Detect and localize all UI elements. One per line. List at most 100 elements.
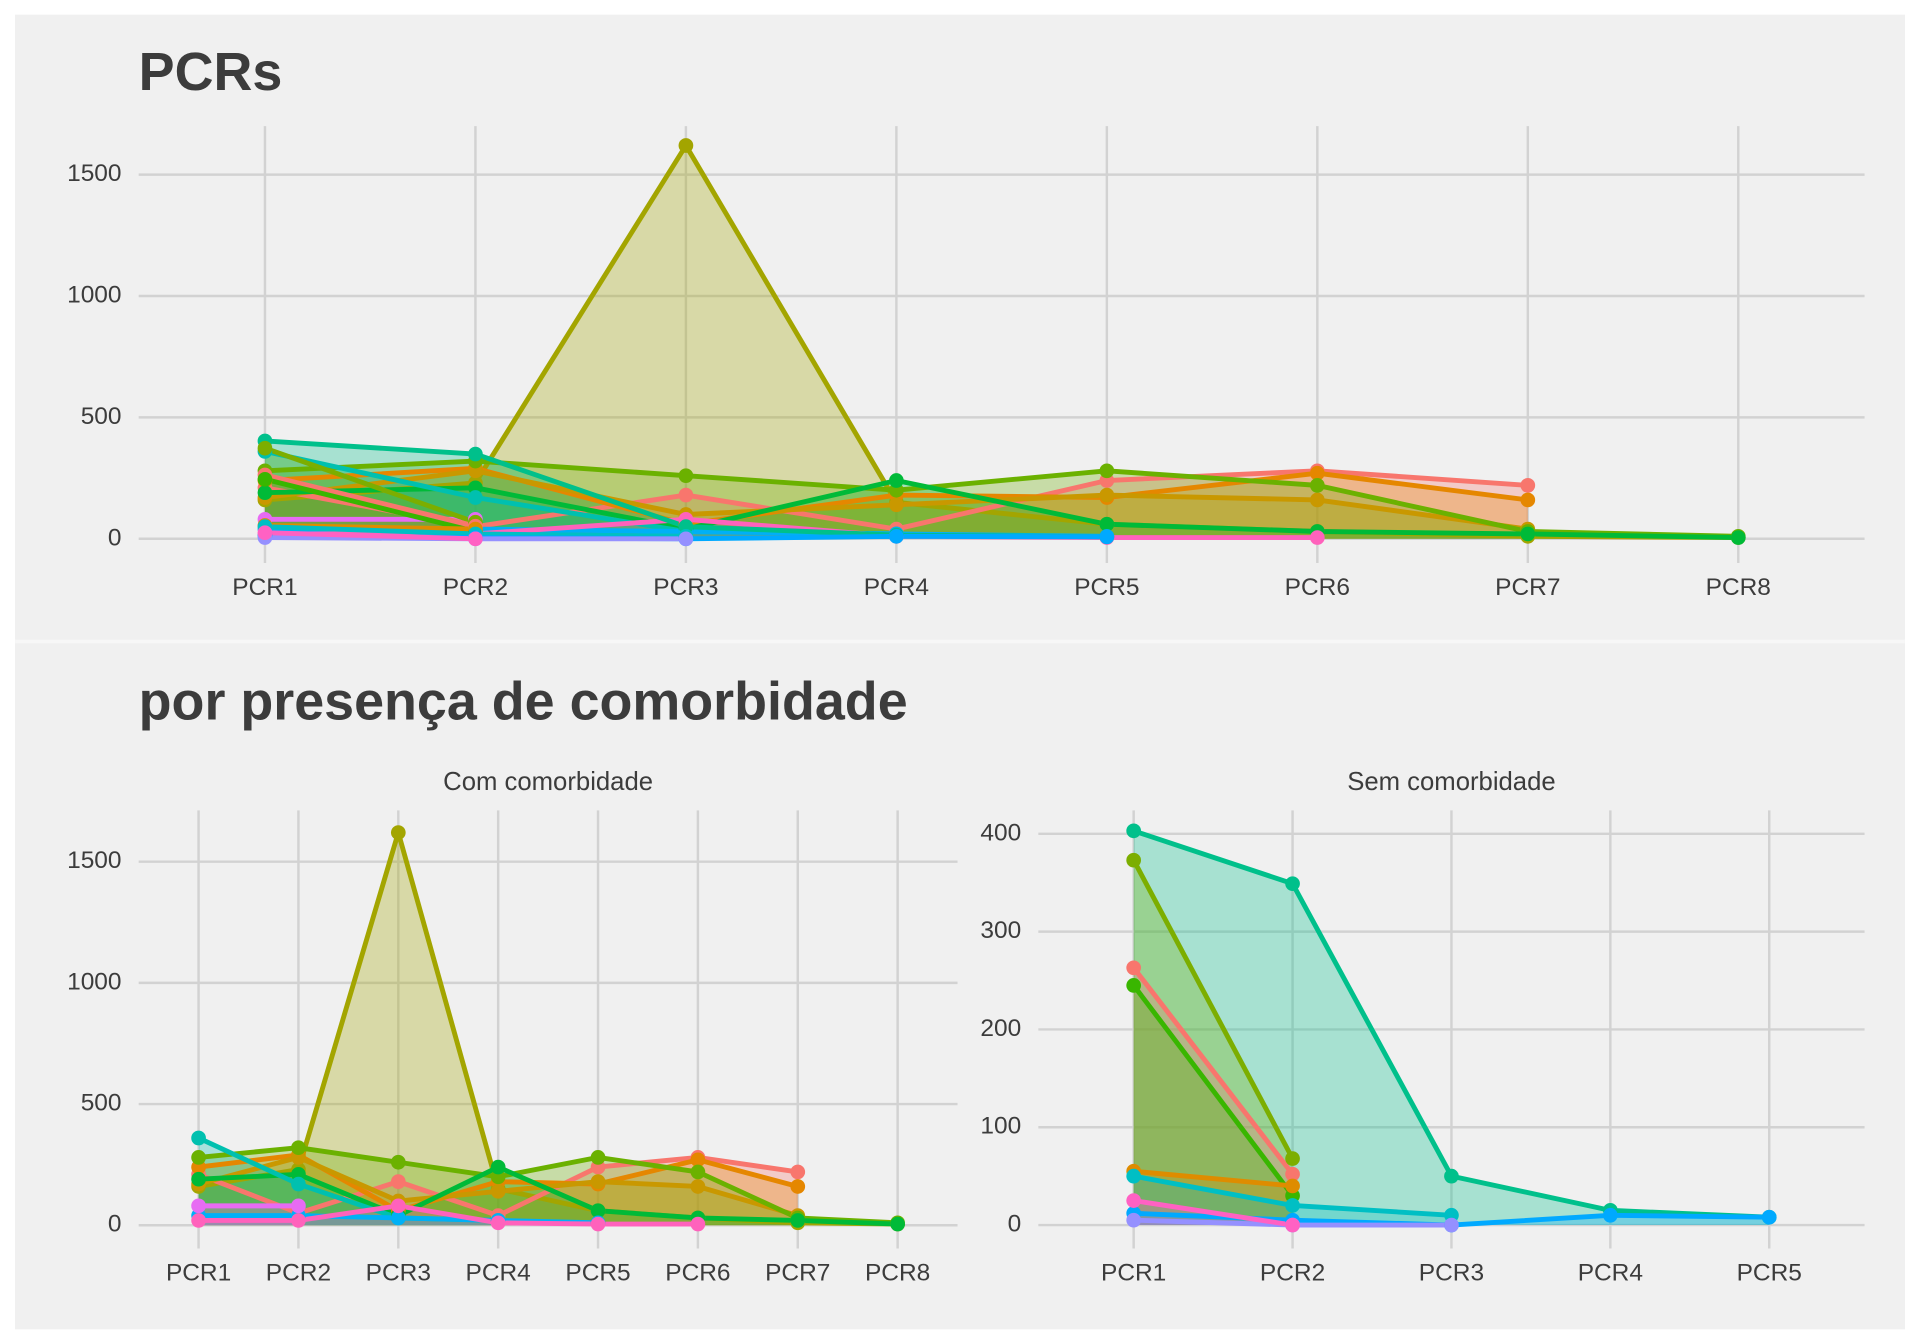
data-point xyxy=(390,825,406,840)
x-tick-label: PCR7 xyxy=(1495,574,1560,601)
x-tick-label: PCR8 xyxy=(1706,574,1771,601)
data-point xyxy=(1285,1178,1300,1194)
area-fill xyxy=(1133,830,1770,1226)
data-point xyxy=(889,473,904,488)
y-tick-label: 1000 xyxy=(67,281,121,308)
area-fill xyxy=(1133,860,1293,1226)
data-point xyxy=(678,138,694,153)
data-point xyxy=(191,1198,206,1214)
x-tick-label: PCR4 xyxy=(466,1260,531,1287)
x-tick-label: PCR1 xyxy=(1101,1260,1166,1287)
data-point xyxy=(590,1216,606,1232)
panel-title: Com comorbidade xyxy=(443,768,653,796)
series-line xyxy=(264,530,476,542)
series-line xyxy=(1131,966,1295,1176)
x-tick-label: PCR4 xyxy=(1578,1260,1643,1287)
data-point xyxy=(1099,487,1115,503)
series-line xyxy=(264,472,477,529)
x-tick-label: PCR3 xyxy=(366,1260,431,1287)
data-point xyxy=(1602,1207,1618,1223)
x-tick-label: PCR5 xyxy=(1074,574,1139,601)
x-tick-label: PCR6 xyxy=(665,1260,730,1287)
y-tick-label: 1500 xyxy=(67,160,121,187)
x-tick-label: PCR2 xyxy=(443,574,508,601)
data-point xyxy=(291,1198,306,1214)
area-fill xyxy=(1133,967,1293,1226)
data-point xyxy=(1444,1217,1459,1233)
data-point xyxy=(790,1179,806,1194)
series-line xyxy=(1133,1168,1293,1189)
x-tick-label: PCR2 xyxy=(1260,1260,1325,1287)
x-tick-label: PCR5 xyxy=(565,1260,630,1287)
data-point xyxy=(257,440,273,456)
x-tick-label: PCR8 xyxy=(865,1260,930,1287)
data-point xyxy=(890,1216,905,1232)
data-point xyxy=(468,531,483,547)
data-point xyxy=(678,468,694,484)
data-point xyxy=(390,1174,406,1189)
y-tick-label: 300 xyxy=(980,917,1021,944)
area-fill xyxy=(1133,985,1293,1226)
data-point xyxy=(1444,1168,1459,1184)
panel-title: Sem comorbidade xyxy=(1347,768,1555,796)
data-point xyxy=(390,1154,406,1170)
x-tick-label: PCR1 xyxy=(166,1260,231,1287)
y-tick-label: 0 xyxy=(1008,1211,1022,1238)
x-tick-label: PCR7 xyxy=(765,1260,830,1287)
data-point xyxy=(1309,478,1325,493)
chart-title: por presença de comorbidade xyxy=(139,671,908,731)
data-point xyxy=(490,1183,506,1199)
series-line xyxy=(1133,1198,1293,1228)
data-point xyxy=(1520,526,1536,542)
data-point xyxy=(1099,463,1115,479)
area-fill xyxy=(264,145,1739,539)
series-line xyxy=(1131,983,1295,1198)
data-point xyxy=(1126,1193,1142,1208)
area-fill xyxy=(198,832,898,1226)
series-line xyxy=(1131,859,1295,1160)
data-point xyxy=(490,1215,506,1231)
data-point xyxy=(889,497,904,513)
series-line xyxy=(198,1203,698,1227)
data-point xyxy=(1285,1217,1300,1233)
data-point xyxy=(490,1159,506,1175)
y-tick-label: 200 xyxy=(980,1015,1021,1042)
chart-title: PCRs xyxy=(139,42,283,102)
series-line xyxy=(264,458,1739,539)
series-line xyxy=(264,478,1739,541)
x-tick-label: PCR1 xyxy=(232,574,297,601)
data-point xyxy=(590,1174,606,1189)
y-tick-label: 1500 xyxy=(67,847,121,874)
data-point xyxy=(1099,516,1115,532)
data-point xyxy=(678,531,694,547)
x-tick-label: PCR6 xyxy=(1285,574,1350,601)
data-point xyxy=(1309,465,1325,481)
data-point xyxy=(1099,529,1115,545)
data-point xyxy=(1285,1166,1300,1182)
y-tick-label: 0 xyxy=(108,524,122,551)
data-point xyxy=(690,1152,706,1168)
x-tick-label: PCR3 xyxy=(653,574,718,601)
data-point xyxy=(291,1213,306,1228)
data-point xyxy=(790,1164,806,1180)
data-point xyxy=(1285,1151,1300,1166)
data-point xyxy=(1126,823,1142,839)
data-point xyxy=(1309,530,1325,545)
y-tick-label: 500 xyxy=(81,403,122,430)
series-line xyxy=(198,1164,898,1227)
data-point xyxy=(191,1130,206,1146)
x-tick-label: PCR4 xyxy=(864,574,929,601)
series-line xyxy=(198,1145,898,1226)
data-point xyxy=(678,487,694,503)
data-point xyxy=(1126,1168,1142,1184)
data-point xyxy=(690,1164,706,1180)
y-tick-label: 500 xyxy=(81,1090,122,1117)
data-point xyxy=(590,1150,606,1165)
y-tick-label: 0 xyxy=(108,1211,122,1238)
x-tick-label: PCR2 xyxy=(266,1260,331,1287)
data-point xyxy=(257,471,273,487)
data-point xyxy=(191,1150,206,1165)
data-point xyxy=(291,1140,306,1156)
data-point xyxy=(790,1213,806,1228)
